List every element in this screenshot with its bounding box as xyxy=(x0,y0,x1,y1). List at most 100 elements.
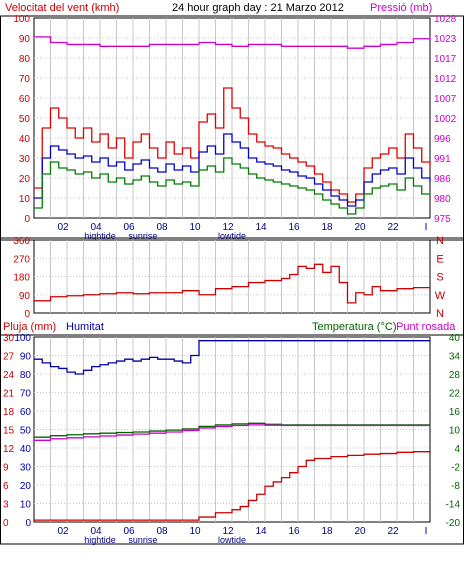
rain-series xyxy=(34,451,431,521)
rain-y-tick-label: 9 xyxy=(3,463,9,474)
wind-y-tick-label: 60 xyxy=(19,94,31,105)
rain-humidity-temp-panel: 0369121518212427300102030405060708090100… xyxy=(0,333,464,545)
x-tick-label: 20 xyxy=(354,222,366,233)
wind-y-tick-label: 100 xyxy=(13,14,30,25)
x-annotation-label: lowtide xyxy=(218,535,246,545)
pressure-y-tick-label: 1002 xyxy=(434,114,457,125)
rain-y-tick-label: 24 xyxy=(3,370,15,381)
wind-y-tick-label: 50 xyxy=(19,114,31,125)
pressure-y-tick-label: 1007 xyxy=(434,94,457,105)
wind-y-tick-label: 10 xyxy=(19,194,31,205)
x-annotation-label: hightide xyxy=(84,535,116,545)
chart-date-title: 24 hour graph day : 21 Marzo 2012 xyxy=(172,2,344,14)
rain-y-tick-label: 12 xyxy=(3,444,15,455)
pressure-y-tick-label: 1023 xyxy=(434,34,457,45)
rain-y-tick-label: 6 xyxy=(3,481,9,492)
pressure-y-tick-label: 1028 xyxy=(434,14,457,25)
dewpoint-title: Punt rosada xyxy=(396,321,456,333)
x-tick-label: 12 xyxy=(222,526,234,537)
x-tick-label: 16 xyxy=(288,222,300,233)
x-annotation-label: hightide xyxy=(84,231,116,241)
wind-y-tick-label: 80 xyxy=(19,54,31,65)
temperature-y-tick-label: 28 xyxy=(449,370,461,381)
temperature-y-tick-label: 10 xyxy=(449,426,461,437)
direction-y-tick-label: 360 xyxy=(13,236,30,247)
x-tick-label: 08 xyxy=(156,222,168,233)
x-tick-label: 10 xyxy=(189,222,201,233)
wind-speed-title: Velocitat del vent (kmh) xyxy=(5,2,119,14)
humidity-y-tick-label: 0 xyxy=(25,518,31,529)
x-tick-label: 22 xyxy=(387,222,399,233)
humidity-y-tick-label: 50 xyxy=(20,426,32,437)
rain-panel-frame xyxy=(0,334,464,545)
wind-y-tick-label: 20 xyxy=(19,174,31,185)
rain-y-tick-label: 15 xyxy=(3,426,15,437)
dewpoint-series xyxy=(34,424,430,441)
x-tick-label: 20 xyxy=(354,526,366,537)
compass-label: E xyxy=(436,253,443,265)
humidity-y-tick-label: 100 xyxy=(14,333,31,344)
x-tick-label: 12 xyxy=(222,222,234,233)
x-tick-label: 18 xyxy=(321,222,333,233)
wind-average-series xyxy=(34,133,431,207)
temperature-y-tick-label: 22 xyxy=(449,389,461,400)
rain-y-tick-label: 0 xyxy=(3,518,9,529)
wind-y-tick-label: 90 xyxy=(19,34,31,45)
humidity-y-tick-label: 90 xyxy=(20,352,32,363)
temperature-y-tick-label: -2 xyxy=(451,463,460,474)
direction-y-tick-label: 270 xyxy=(13,254,30,265)
rain-y-tick-label: 27 xyxy=(3,352,15,363)
temperature-y-tick-label: 34 xyxy=(449,352,461,363)
rain-title: Pluja (mm) xyxy=(3,321,56,333)
temperature-y-tick-label: -14 xyxy=(446,500,461,511)
x-tick-label: 06 xyxy=(123,222,135,233)
x-tick-label: 14 xyxy=(255,222,267,233)
compass-label: W xyxy=(435,290,446,302)
humidity-y-tick-label: 60 xyxy=(20,407,32,418)
compass-label: S xyxy=(436,272,443,284)
x-annotation-label: lowtide xyxy=(218,231,246,241)
pressure-y-tick-label: 975 xyxy=(434,214,451,225)
direction-y-tick-label: 90 xyxy=(19,291,31,302)
wind-y-tick-label: 40 xyxy=(19,134,31,145)
wind-minimum-series xyxy=(34,157,431,215)
pressure-y-tick-label: 980 xyxy=(434,194,451,205)
x-tick-label: I xyxy=(425,222,428,233)
direction-y-tick-label: 0 xyxy=(24,309,30,320)
wind-y-tick-label: 0 xyxy=(24,214,30,225)
temperature-y-tick-label: -20 xyxy=(446,518,461,529)
temperature-y-tick-label: -8 xyxy=(451,481,460,492)
humidity-y-tick-label: 80 xyxy=(20,370,32,381)
x-tick-label: 02 xyxy=(57,222,69,233)
pressure-title: Pressió (mb) xyxy=(370,2,432,14)
rain-y-tick-label: 18 xyxy=(3,407,15,418)
x-tick-label: 16 xyxy=(288,526,300,537)
pressure-y-tick-label: 991 xyxy=(434,154,451,165)
temperature-y-tick-label: 40 xyxy=(449,333,461,344)
x-tick-label: 08 xyxy=(156,526,168,537)
wind-y-tick-label: 30 xyxy=(19,154,31,165)
pressure-series xyxy=(34,36,431,49)
x-annotation-label: sunrise xyxy=(128,231,157,241)
humidity-y-tick-label: 70 xyxy=(20,389,32,400)
x-tick-label: 06 xyxy=(123,526,135,537)
x-tick-label: 04 xyxy=(90,222,102,233)
x-tick-label: I xyxy=(425,526,428,537)
humidity-series xyxy=(34,340,430,375)
temperature-y-tick-label: 4 xyxy=(454,444,460,455)
pressure-y-tick-label: 986 xyxy=(434,174,451,185)
pressure-y-tick-label: 1012 xyxy=(434,74,457,85)
temperature-title: Temperatura (°C) xyxy=(312,321,396,333)
wind-gust-series xyxy=(34,87,431,203)
humidity-y-tick-label: 10 xyxy=(20,500,32,511)
humidity-y-tick-label: 40 xyxy=(20,444,32,455)
humidity-y-tick-label: 30 xyxy=(20,463,32,474)
x-tick-label: 22 xyxy=(387,526,399,537)
humidity-title: Humitat xyxy=(66,321,104,333)
rain-y-tick-label: 30 xyxy=(3,333,15,344)
rain-y-tick-label: 21 xyxy=(3,389,15,400)
rain-y-tick-label: 3 xyxy=(3,500,9,511)
wind-y-tick-label: 70 xyxy=(19,74,31,85)
